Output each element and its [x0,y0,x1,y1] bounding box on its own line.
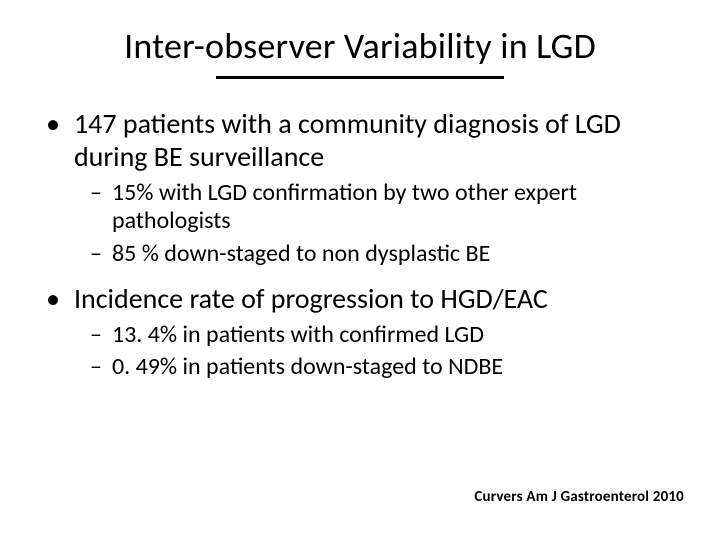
bullet-dot-icon: • [46,107,60,173]
bullet-level1: • 147 patients with a community diagnosi… [46,107,670,173]
bullet-text: Incidence rate of progression to HGD/EAC [74,282,670,315]
dash-icon: – [90,321,102,349]
bullet-level2: – 15% with LGD confirmation by two other… [90,179,670,236]
bullet-text: 147 patients with a community diagnosis … [74,107,670,173]
bullet-level1: • Incidence rate of progression to HGD/E… [46,282,670,315]
dash-icon: – [90,240,102,268]
bullet-level2: – 85 % down-staged to non dysplastic BE [90,240,670,268]
subbullet-text: 0. 49% in patients down-staged to NDBE [112,353,670,381]
dash-icon: – [90,179,102,236]
dash-icon: – [90,353,102,381]
slide: Inter-observer Variability in LGD • 147 … [0,0,720,540]
citation: Curvers Am J Gastroenterol 2010 [474,488,684,506]
slide-content: • 147 patients with a community diagnosi… [40,107,680,382]
subbullet-text: 85 % down-staged to non dysplastic BE [112,240,670,268]
bullet-level2: – 13. 4% in patients with confirmed LGD [90,321,670,349]
bullet-level2: – 0. 49% in patients down-staged to NDBE [90,353,670,381]
subbullet-text: 13. 4% in patients with confirmed LGD [112,321,670,349]
subbullet-text: 15% with LGD confirmation by two other e… [112,179,670,236]
title-underline [216,76,504,79]
slide-title: Inter-observer Variability in LGD [40,24,680,68]
bullet-dot-icon: • [46,282,60,315]
